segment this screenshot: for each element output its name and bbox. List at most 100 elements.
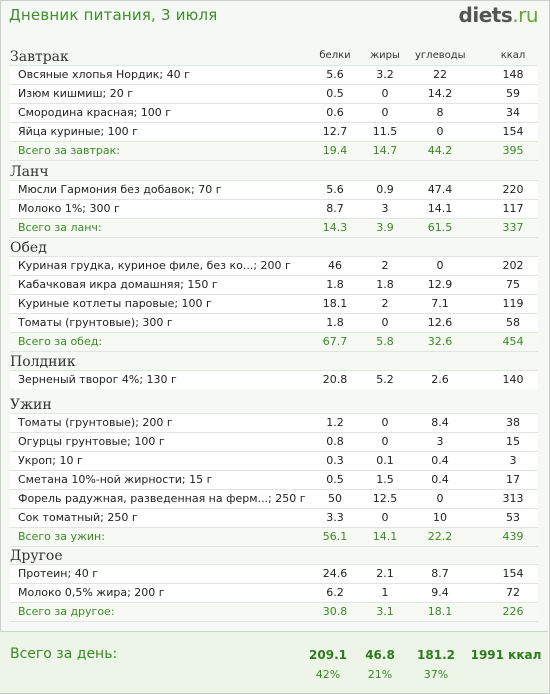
food-fat: 0	[381, 316, 389, 329]
meal-section: Полдник Зерненый творог 4%; 130 г 20.8 5.2 2…	[10, 350, 538, 389]
total-protein: 67.7	[322, 335, 348, 348]
food-row[interactable]: Яйца куриные; 100 г 12.7 11.5 0 154	[10, 122, 538, 141]
meal-total-label: Всего за завтрак:	[18, 144, 121, 157]
food-fat: 3.2	[376, 68, 394, 81]
food-fat: 0.1	[376, 454, 394, 467]
food-row[interactable]: Огурцы грунтовые; 100 г 0.8 0 3 15	[10, 432, 538, 451]
food-name: Протеин; 40 г	[18, 567, 98, 580]
total-fat: 5.8	[376, 335, 394, 348]
food-carbs: 9.4	[431, 586, 449, 599]
total-kcal: 454	[502, 335, 524, 348]
food-fat: 2	[381, 297, 389, 310]
food-name: Зерненый творог 4%; 130 г	[18, 373, 177, 386]
meal-total-label: Всего за обед:	[18, 335, 103, 348]
food-kcal: 15	[506, 435, 520, 448]
food-carbs: 8.4	[431, 416, 449, 429]
meal-header: Ланч	[10, 160, 538, 180]
column-header-fat: жиры	[370, 50, 400, 61]
food-fat: 0.9	[376, 183, 394, 196]
meal-total-label: Всего за ланч:	[18, 221, 102, 234]
total-protein: 30.8	[322, 605, 348, 618]
meal-header: Ужин	[10, 393, 538, 413]
food-name: Овсяные хлопья Нордик; 40 г	[18, 68, 190, 81]
food-row[interactable]: Укроп; 10 г 0.3 0.1 0.4 3	[10, 451, 538, 470]
food-name: Яйца куриные; 100 г	[18, 125, 138, 138]
total-carbs: 44.2	[427, 144, 453, 157]
food-name: Кабачковая икра домашняя; 150 г	[18, 278, 218, 291]
food-name: Томаты (грунтовые); 200 г	[18, 416, 173, 429]
total-fat: 3.9	[376, 221, 394, 234]
food-kcal: 38	[506, 416, 520, 429]
food-row[interactable]: Сметана 10%-ной жирности; 15 г 0.5 1.5 0.4 1…	[10, 470, 538, 489]
meal-header: Завтрак белки жиры углеводы ккал	[10, 45, 538, 65]
food-row[interactable]: Смородина красная; 100 г 0.6 0 8 34	[10, 103, 538, 122]
total-kcal: 337	[502, 221, 524, 234]
total-kcal: 395	[502, 144, 524, 157]
day-carbs: 181.2	[417, 648, 455, 662]
food-row[interactable]: Молоко 0,5% жира; 200 г 6.2 1 9.4 72	[10, 583, 538, 602]
food-row[interactable]: Изюм кишмиш; 20 г 0.5 0 14.2 59	[10, 84, 538, 103]
food-row[interactable]: Сок томатный; 250 г 3.3 0 10 53	[10, 508, 538, 527]
total-kcal: 226	[502, 605, 524, 618]
food-protein: 6.2	[326, 586, 344, 599]
food-carbs: 2.6	[431, 373, 449, 386]
total-carbs: 18.1	[427, 605, 453, 618]
food-kcal: 154	[502, 567, 524, 580]
food-name: Куриные котлеты паровые; 100 г	[18, 297, 212, 310]
food-protein: 0.3	[326, 454, 344, 467]
food-fat: 1	[381, 586, 389, 599]
column-header-carbs: углеводы	[415, 50, 466, 61]
meal-total-row: Всего за ужин: 56.1 14.1 22.2 439	[10, 527, 538, 547]
food-row[interactable]: Молоко 1%; 300 г 8.7 3 14.1 117	[10, 199, 538, 218]
meal-header: Другое	[10, 544, 538, 564]
meal-total-row: Всего за завтрак: 19.4 14.7 44.2 395	[10, 141, 538, 161]
food-kcal: 75	[506, 278, 520, 291]
meal-name: Другое	[10, 548, 63, 564]
logo-tld: .ru	[512, 3, 538, 27]
food-carbs: 14.1	[427, 202, 453, 215]
food-row[interactable]: Зерненый творог 4%; 130 г 20.8 5.2 2.6 140	[10, 370, 538, 389]
food-protein: 0.5	[326, 473, 344, 486]
food-protein: 50	[328, 492, 342, 505]
food-carbs: 0.4	[431, 454, 449, 467]
food-row[interactable]: Овсяные хлопья Нордик; 40 г 5.6 3.2 22 148	[10, 65, 538, 84]
food-name: Молоко 1%; 300 г	[18, 202, 120, 215]
column-header-kcal: ккал	[500, 50, 526, 61]
food-row[interactable]: Куриные котлеты паровые; 100 г 18.1 2 7.1 11…	[10, 294, 538, 313]
meal-total-label: Всего за другое:	[18, 605, 115, 618]
food-row[interactable]: Кабачковая икра домашняя; 150 г 1.8 1.8 12.…	[10, 275, 538, 294]
food-fat: 0	[381, 87, 389, 100]
food-carbs: 47.4	[427, 183, 453, 196]
food-row[interactable]: Куриная грудка, куриное филе, без ко...;…	[10, 256, 538, 275]
food-carbs: 3	[436, 435, 444, 448]
food-carbs: 7.1	[431, 297, 449, 310]
food-row[interactable]: Мюсли Гармония без добавок; 70 г 5.6 0.9 47…	[10, 180, 538, 199]
meal-total-label: Всего за ужин:	[18, 530, 105, 543]
food-row[interactable]: Томаты (грунтовые); 200 г 1.2 0 8.4 38	[10, 413, 538, 432]
food-name: Форель радужная, разведенная на ферм...;…	[18, 492, 306, 505]
day-protein: 209.1	[309, 648, 347, 662]
day-protein-pct: 42%	[315, 668, 341, 681]
food-fat: 0	[381, 435, 389, 448]
food-row[interactable]: Форель радужная, разведенная на ферм...;…	[10, 489, 538, 508]
meal-name: Завтрак	[10, 49, 69, 65]
total-carbs: 22.2	[427, 530, 453, 543]
day-fat-pct: 21%	[367, 668, 393, 681]
food-kcal: 313	[502, 492, 524, 505]
food-protein: 0.8	[326, 435, 344, 448]
site-logo[interactable]: diets.ru	[459, 3, 539, 27]
food-name: Мюсли Гармония без добавок; 70 г	[18, 183, 222, 196]
food-carbs: 8	[436, 106, 444, 119]
food-kcal: 58	[506, 316, 520, 329]
food-protein: 1.2	[326, 416, 344, 429]
food-row[interactable]: Томаты (грунтовые); 300 г 1.8 0 12.6 58	[10, 313, 538, 332]
meal-name: Ланч	[10, 164, 49, 180]
food-protein: 12.7	[322, 125, 348, 138]
meal-section: Другое Протеин; 40 г 24.6 2.1 8.7 154 Молоко 0…	[10, 544, 538, 622]
food-fat: 1.8	[376, 278, 394, 291]
meal-total-row: Всего за другое: 30.8 3.1 18.1 226	[10, 602, 538, 622]
food-protein: 18.1	[322, 297, 348, 310]
food-carbs: 8.7	[431, 567, 449, 580]
food-row[interactable]: Протеин; 40 г 24.6 2.1 8.7 154	[10, 564, 538, 583]
food-kcal: 117	[502, 202, 524, 215]
